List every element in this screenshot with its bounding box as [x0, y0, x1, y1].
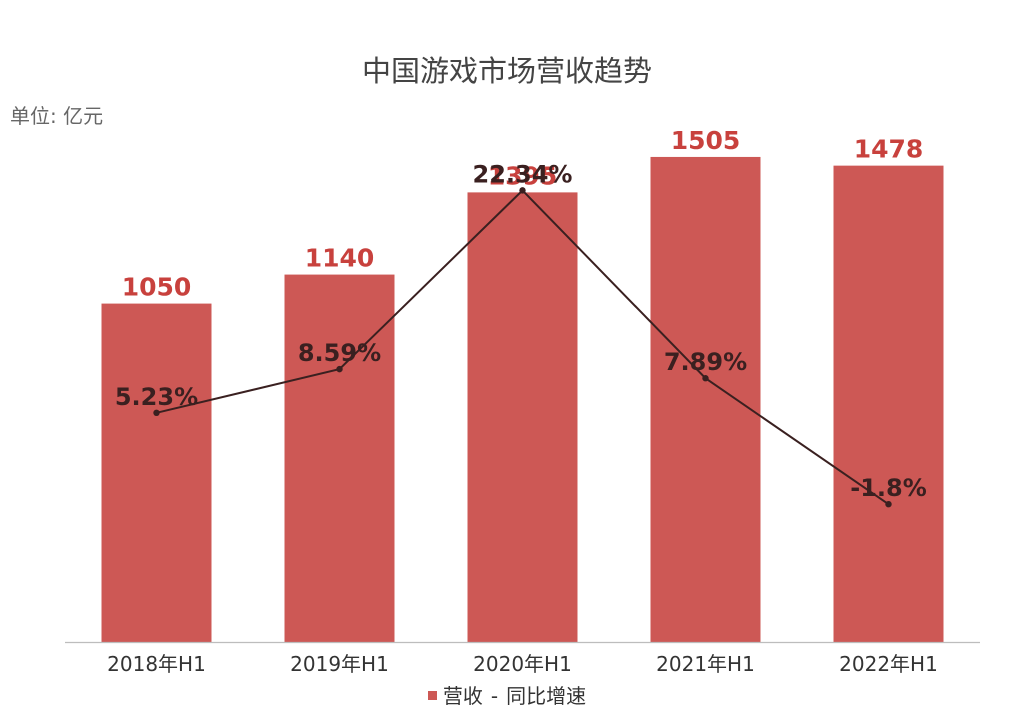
growth-point-0: [153, 409, 160, 417]
bar-value-label-4: 1478: [854, 135, 924, 164]
bar-value-label-1: 1140: [305, 244, 375, 273]
growth-label-2: 22.34%: [473, 160, 573, 188]
bar-value-label-0: 1050: [122, 273, 192, 302]
legend: 营收 - 同比增速: [0, 680, 1014, 709]
x-tick-label-3: 2021年H1: [656, 652, 755, 676]
chart-title: 中国游戏市场营收趋势: [361, 54, 652, 88]
x-tick-label-1: 2019年H1: [290, 652, 389, 676]
bar-1: [284, 274, 395, 642]
growth-label-4: -1.8%: [850, 474, 927, 502]
legend-bar-label: 营收: [442, 684, 483, 708]
legend-line-swatch: -: [490, 684, 499, 708]
bar-3: [650, 156, 761, 642]
growth-label-0: 5.23%: [115, 383, 198, 411]
bar-0: [101, 303, 212, 642]
legend-bar-swatch: [427, 691, 437, 700]
growth-point-2: [519, 187, 526, 194]
bar-value-label-2: 1395: [488, 161, 558, 190]
bar-4: [833, 165, 944, 642]
unit-label: 单位: 亿元: [10, 104, 104, 128]
growth-label-1: 8.59%: [298, 339, 381, 367]
x-tick-label-2: 2020年H1: [473, 652, 572, 676]
bar-2: [467, 192, 578, 643]
bar-value-label-3: 1505: [671, 126, 741, 155]
growth-label-3: 7.89%: [664, 348, 747, 376]
growth-point-4: [885, 501, 892, 508]
x-tick-label-4: 2022年H1: [839, 652, 938, 676]
growth-point-3: [702, 375, 709, 382]
legend-line-label: 同比增速: [506, 684, 587, 708]
growth-point-1: [336, 365, 343, 373]
x-tick-label-0: 2018年H1: [107, 652, 206, 676]
